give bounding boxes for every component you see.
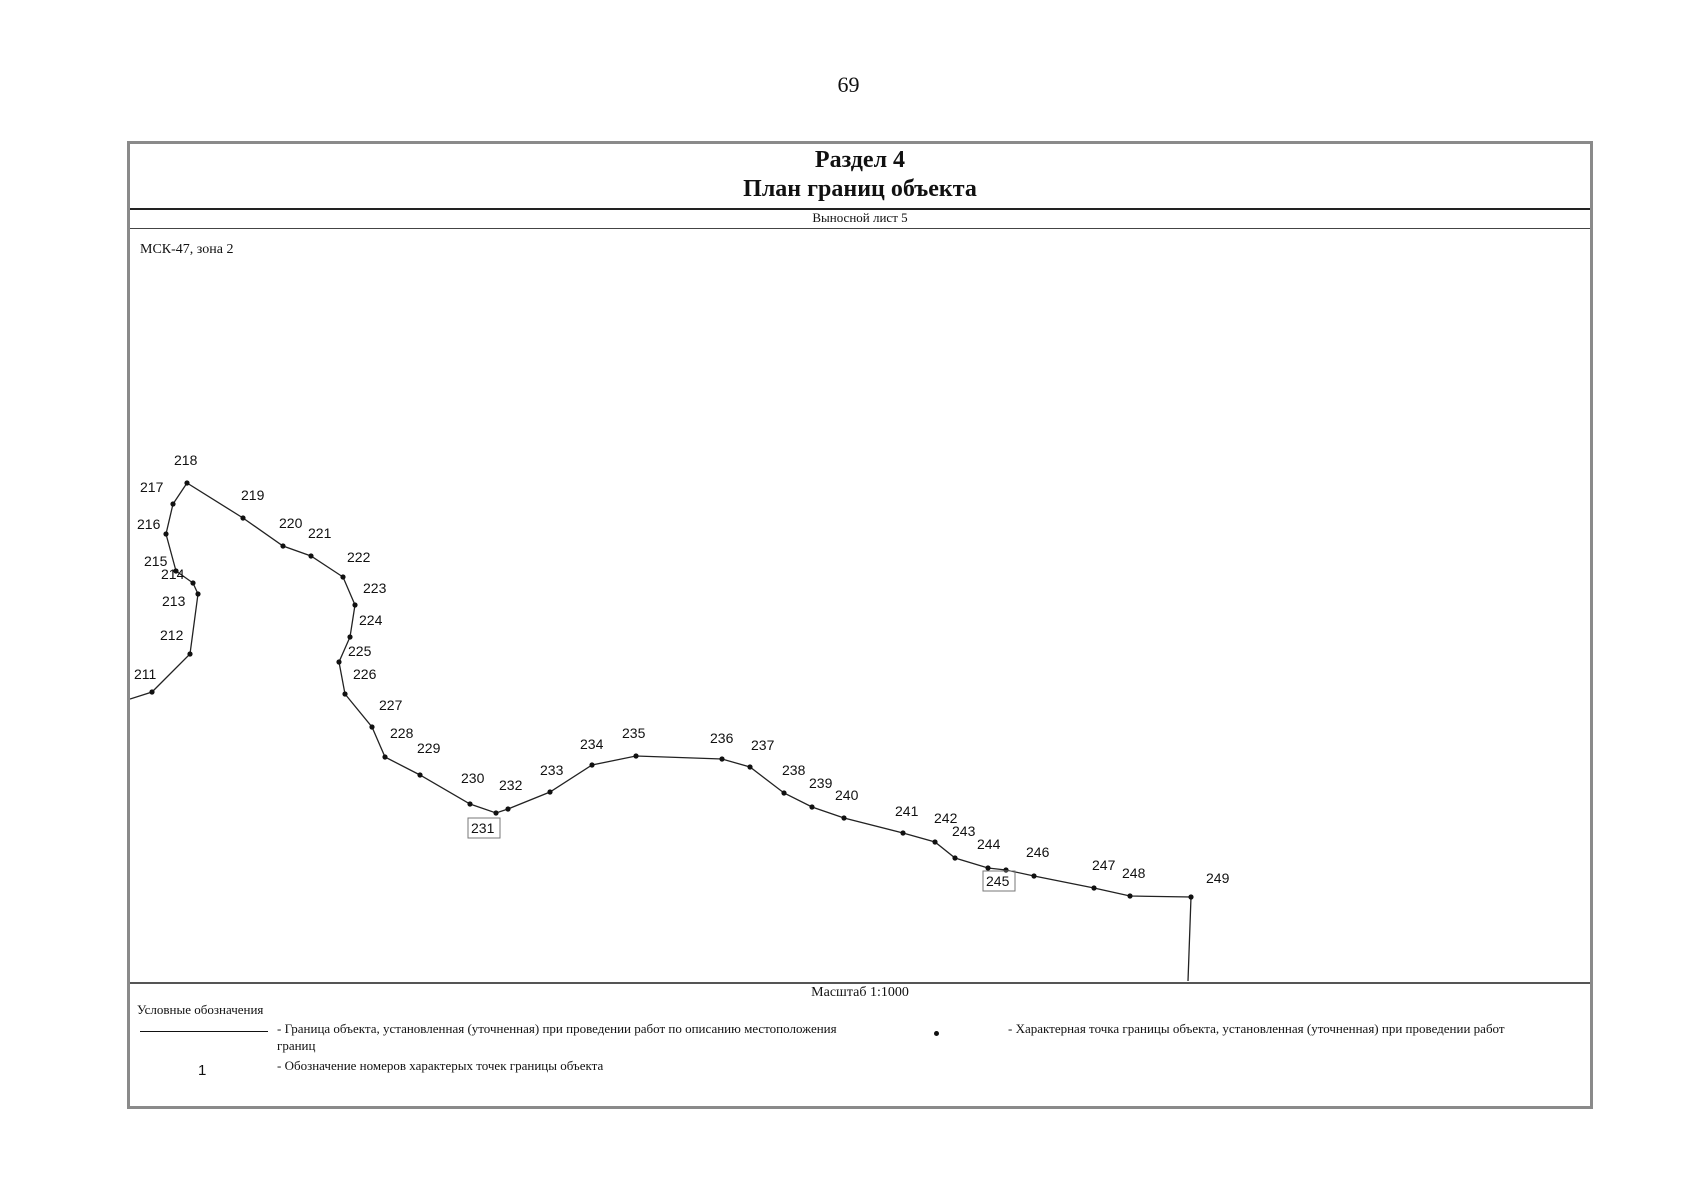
boundary-point-222 xyxy=(340,574,346,580)
boundary-point-212 xyxy=(187,651,193,657)
point-label-241: 241 xyxy=(895,803,919,819)
boundary-point-234 xyxy=(589,762,595,768)
point-label-215: 215 xyxy=(144,553,168,569)
boundary-point-249 xyxy=(1188,894,1194,900)
legend-number-sample: 1 xyxy=(198,1062,207,1079)
legend-title: Условные обозначения xyxy=(137,1002,264,1017)
boundary-point-225 xyxy=(336,659,342,665)
point-label-224: 224 xyxy=(359,612,383,628)
point-label-227: 227 xyxy=(379,697,403,713)
point-label-236: 236 xyxy=(710,730,734,746)
point-label-249: 249 xyxy=(1206,870,1230,886)
boundary-point-220 xyxy=(280,543,286,549)
plan-frame: Раздел 4 План границ объекта Выносной ли… xyxy=(127,141,1593,1109)
point-label-242: 242 xyxy=(934,810,958,826)
point-label-245: 245 xyxy=(986,873,1010,889)
legend-point-text: - Характерная точка границы объекта, уст… xyxy=(1008,1021,1505,1036)
boundary-point-246 xyxy=(1031,873,1037,879)
point-label-248: 248 xyxy=(1122,865,1146,881)
legend-point-sample xyxy=(934,1031,939,1036)
point-label-218: 218 xyxy=(174,452,198,468)
legend-boundary-line-sample xyxy=(140,1031,268,1032)
boundary-point-221 xyxy=(308,553,314,559)
boundary-point-236 xyxy=(719,756,725,762)
legend-boundary-line-text: - Граница объекта, установленная (уточне… xyxy=(277,1021,837,1053)
page-number: 69 xyxy=(837,72,860,97)
coordinate-system-label: МСК-47, зона 2 xyxy=(140,242,234,257)
point-label-222: 222 xyxy=(347,549,371,565)
point-label-246: 246 xyxy=(1026,844,1050,860)
point-label-220: 220 xyxy=(279,515,303,531)
boundary-point-214 xyxy=(190,580,196,586)
sheet-label: Выносной лист 5 xyxy=(130,208,1590,229)
point-label-box-245 xyxy=(982,870,1016,892)
point-label-213: 213 xyxy=(162,593,186,609)
boundary-point-240 xyxy=(841,815,847,821)
boundary-point-229 xyxy=(417,772,423,778)
point-label-230: 230 xyxy=(461,770,485,786)
boundary-point-242 xyxy=(932,839,938,845)
boundary-point-226 xyxy=(342,691,348,697)
point-label-221: 221 xyxy=(308,525,332,541)
point-label-212: 212 xyxy=(160,627,184,643)
boundary-point-211 xyxy=(149,689,155,695)
point-label-234: 234 xyxy=(580,736,604,752)
point-label-232: 232 xyxy=(499,777,523,793)
boundary-point-224 xyxy=(347,634,353,640)
boundary-point-241 xyxy=(900,830,906,836)
boundary-point-237 xyxy=(747,764,753,770)
section-title: Раздел 4 xyxy=(814,147,906,173)
boundary-point-248 xyxy=(1127,893,1133,899)
point-label-216: 216 xyxy=(137,516,161,532)
boundary-point-239 xyxy=(809,804,815,810)
point-label-219: 219 xyxy=(241,487,265,503)
point-label-240: 240 xyxy=(835,787,859,803)
boundary-point-238 xyxy=(781,790,787,796)
boundary-point-215 xyxy=(173,568,179,574)
point-label-235: 235 xyxy=(622,725,646,741)
boundary-point-245 xyxy=(1003,867,1009,873)
plan-header: Раздел 4 План границ объекта xyxy=(130,144,1590,210)
point-label-233: 233 xyxy=(540,762,564,778)
boundary-point-244 xyxy=(985,865,991,871)
point-label-225: 225 xyxy=(348,643,372,659)
boundary-point-213 xyxy=(195,591,201,597)
boundary-point-218 xyxy=(184,480,190,486)
legend-number-text: - Обозначение номеров характерых точек г… xyxy=(277,1058,604,1073)
point-label-247: 247 xyxy=(1092,857,1116,873)
boundary-point-216 xyxy=(163,531,169,537)
boundary-point-247 xyxy=(1091,885,1097,891)
boundary-point-230 xyxy=(467,801,473,807)
point-label-211: 211 xyxy=(134,666,157,682)
point-label-223: 223 xyxy=(363,580,387,596)
point-label-239: 239 xyxy=(809,775,833,791)
boundary-line xyxy=(130,482,1192,981)
boundary-points xyxy=(149,480,1194,900)
scale-label: Масштаб 1:1000 xyxy=(130,982,1590,1002)
boundary-point-223 xyxy=(352,602,358,608)
boundary-point-232 xyxy=(505,806,511,812)
boundary-point-233 xyxy=(547,789,553,795)
point-label-226: 226 xyxy=(353,666,377,682)
point-label-244: 244 xyxy=(977,836,1001,852)
boundary-point-231 xyxy=(493,810,499,816)
point-label-217: 217 xyxy=(140,479,164,495)
boundary-point-235 xyxy=(633,753,639,759)
boundary-point-227 xyxy=(369,724,375,730)
boundary-point-228 xyxy=(382,754,388,760)
point-label-228: 228 xyxy=(390,725,414,741)
point-label-229: 229 xyxy=(417,740,441,756)
boundary-point-219 xyxy=(240,515,246,521)
point-label-238: 238 xyxy=(782,762,806,778)
point-label-231: 231 xyxy=(471,820,495,836)
boundary-point-243 xyxy=(952,855,958,861)
plan-title: План границ объекта xyxy=(743,176,977,202)
point-label-243: 243 xyxy=(952,823,976,839)
point-label-box-231 xyxy=(467,817,501,839)
boundary-point-217 xyxy=(170,501,176,507)
point-label-214: 214 xyxy=(161,566,185,582)
point-label-237: 237 xyxy=(751,737,775,753)
